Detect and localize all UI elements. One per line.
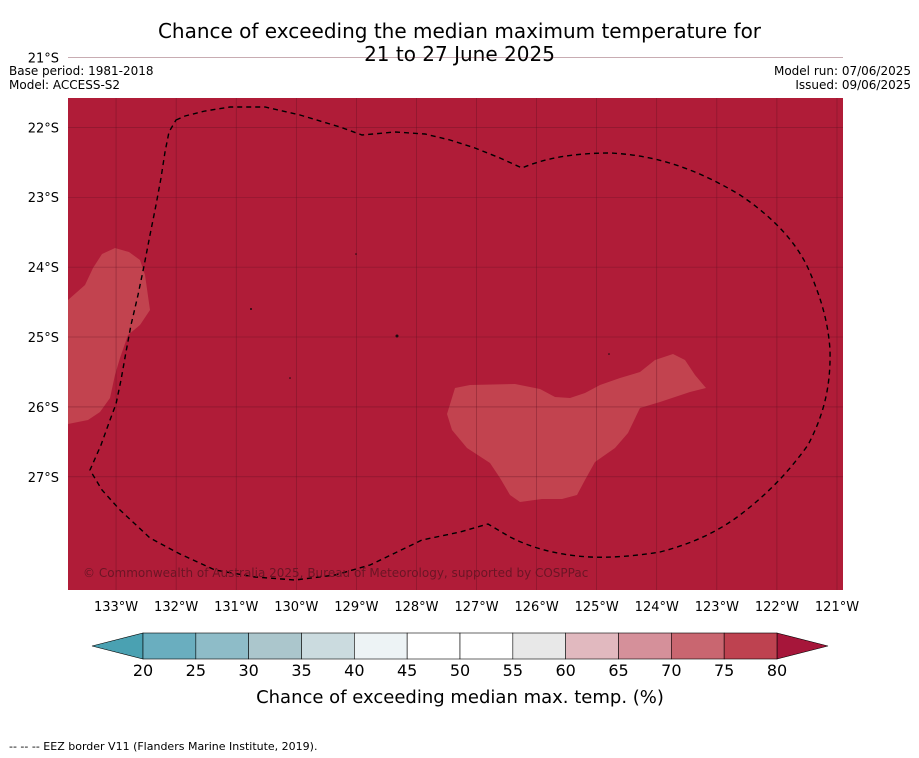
colorbar-tick-label: 75 (714, 661, 734, 680)
colorbar-tick-label: 60 (555, 661, 575, 680)
colorbar-tick-label: 80 (767, 661, 787, 680)
eez-footnote: -- -- -- EEZ border V11 (Flanders Marine… (9, 740, 318, 753)
latitude-tick-label: 25°S (28, 331, 59, 346)
colorbar-segment (565, 632, 619, 660)
colorbar-tick-label: 70 (661, 661, 681, 680)
colorbar-segment (248, 632, 302, 660)
colorbar-segment (195, 632, 249, 660)
latitude-tick-label: 26°S (28, 401, 59, 416)
colorbar-tick-label: 20 (133, 661, 153, 680)
info-right: Model run: 07/06/2025 Issued: 09/06/2025 (774, 64, 911, 92)
longitude-tick-label: 125°W (575, 600, 619, 615)
longitude-axis: 133°W 132°W 131°W 130°W 129°W 128°W 127°W 126°W… (94, 600, 859, 615)
longitude-tick-label: 130°W (274, 600, 318, 615)
longitude-tick-label: 128°W (394, 600, 438, 615)
colorbar-segment (671, 632, 725, 660)
island-markers (250, 253, 610, 379)
longitude-tick-label: 123°W (695, 600, 739, 615)
colorbar-segment (459, 632, 514, 660)
map-background (68, 98, 843, 590)
colorbar-segments (142, 632, 778, 660)
model-text: Model: ACCESS-S2 (9, 78, 121, 92)
island-marker (608, 353, 610, 355)
colorbar-segment (618, 632, 672, 660)
model-run-text: Model run: 07/06/2025 (773, 64, 911, 78)
longitude-tick-label: 132°W (154, 600, 198, 615)
longitude-tick-label: 122°W (755, 600, 799, 615)
probability-patch-west (68, 248, 150, 424)
colorbar-tick-label: 40 (344, 661, 364, 680)
colorbar-segment (142, 632, 197, 660)
island-marker (250, 308, 252, 310)
colorbar-segment (512, 632, 566, 660)
colorbar-segment (406, 632, 461, 660)
colorbar-segment (301, 632, 355, 660)
longitude-tick-label: 133°W (94, 600, 138, 615)
colorbar-over-arrow (776, 632, 829, 660)
longitude-tick-label: 131°W (214, 600, 258, 615)
longitude-tick-label: 124°W (635, 600, 679, 615)
latitude-tick-label: 22°S (28, 121, 59, 136)
base-period-text: Base period: 1981-2018 (9, 64, 154, 78)
island-marker (395, 334, 399, 338)
eez-border (89, 106, 831, 581)
probability-patch-east (447, 354, 706, 502)
island-marker (355, 253, 357, 255)
chart-title-line-2: 21 to 27 June 2025 (364, 42, 555, 66)
forecast-map: © Commonwealth of Australia 2025, Bureau… (28, 51, 860, 708)
colorbar-tick-label: 25 (186, 661, 206, 680)
latitude-axis: 21°S 22°S 23°S 24°S 25°S 26°S 27°S (28, 51, 59, 485)
colorbar-title: Chance of exceeding median max. temp. (%… (256, 687, 664, 708)
colorbar-tick-label: 35 (291, 661, 311, 680)
island-marker (289, 377, 291, 379)
longitude-tick-label: 127°W (454, 600, 498, 615)
colorbar: 20 25 30 35 40 45 50 55 60 65 70 75 80 Chance of exc… (91, 632, 829, 708)
colorbar-under-arrow (91, 632, 144, 660)
latitude-tick-label: 27°S (28, 471, 59, 486)
colorbar-tick-label: 30 (238, 661, 258, 680)
copyright-text: © Commonwealth of Australia 2025, Bureau… (83, 566, 588, 580)
colorbar-tick-label: 65 (608, 661, 628, 680)
info-left: Base period: 1981-2018 Model: ACCESS-S2 (9, 64, 154, 92)
longitude-tick-label: 121°W (815, 600, 859, 615)
colorbar-segment (723, 632, 778, 660)
colorbar-tick-label: 55 (503, 661, 523, 680)
colorbar-segment (354, 632, 408, 660)
latitude-tick-label: 23°S (28, 191, 59, 206)
longitude-tick-label: 126°W (515, 600, 559, 615)
colorbar-tick-label: 50 (450, 661, 470, 680)
chart-title-line-1: Chance of exceeding the median maximum t… (157, 19, 762, 43)
longitude-tick-label: 129°W (334, 600, 378, 615)
graticule (68, 57, 843, 590)
issued-text: Issued: 09/06/2025 (795, 78, 911, 92)
latitude-tick-label: 21°S (28, 51, 59, 66)
colorbar-tick-label: 45 (397, 661, 417, 680)
latitude-tick-label: 24°S (28, 261, 59, 276)
colorbar-tick-labels: 20 25 30 35 40 45 50 55 60 65 70 75 80 (133, 661, 787, 680)
